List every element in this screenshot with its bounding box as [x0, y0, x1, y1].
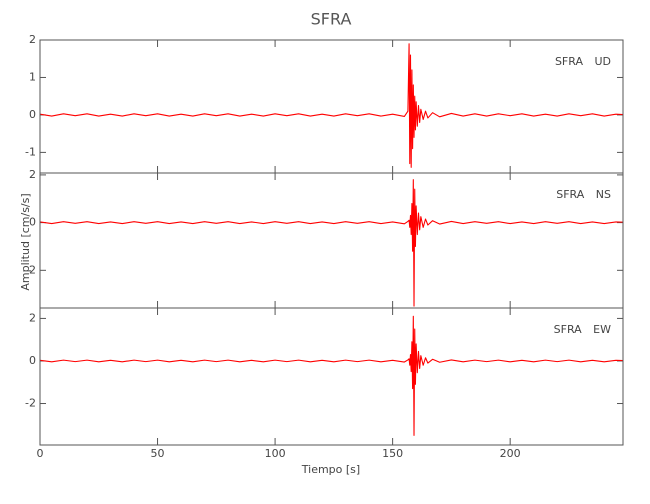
panel-label: SFRA NS — [556, 188, 611, 201]
y-tick-label: 1 — [29, 70, 36, 83]
panel-frame — [39, 307, 624, 446]
x-tick-label: 150 — [382, 447, 403, 460]
x-tick-label: 100 — [265, 447, 286, 460]
y-axis-label: Amplitud [cm/s/s] — [19, 193, 32, 290]
x-axis-label: Tiempo [s] — [301, 463, 360, 476]
chart-title: SFRA — [311, 10, 352, 29]
x-tick-label: 200 — [500, 447, 521, 460]
y-tick-label: 0 — [29, 216, 36, 229]
y-tick-label: -1 — [25, 145, 36, 158]
x-tick-label: 50 — [151, 447, 165, 460]
panel-label: SFRA EW — [554, 323, 611, 336]
y-tick-label: 2 — [29, 33, 36, 46]
trace — [39, 315, 624, 436]
y-tick-label: -2 — [25, 397, 36, 410]
y-tick-label: 2 — [29, 311, 36, 324]
x-tick-label: 0 — [37, 447, 44, 460]
panel-frame — [39, 172, 624, 309]
panel-label: SFRA UD — [555, 55, 611, 68]
trace — [39, 43, 624, 168]
trace — [39, 179, 624, 307]
y-tick-label: 2 — [29, 168, 36, 181]
panel-frame — [39, 39, 624, 174]
y-tick-label: 0 — [29, 108, 36, 121]
y-tick-label: 0 — [29, 354, 36, 367]
y-tick-label: 2 — [29, 263, 36, 276]
